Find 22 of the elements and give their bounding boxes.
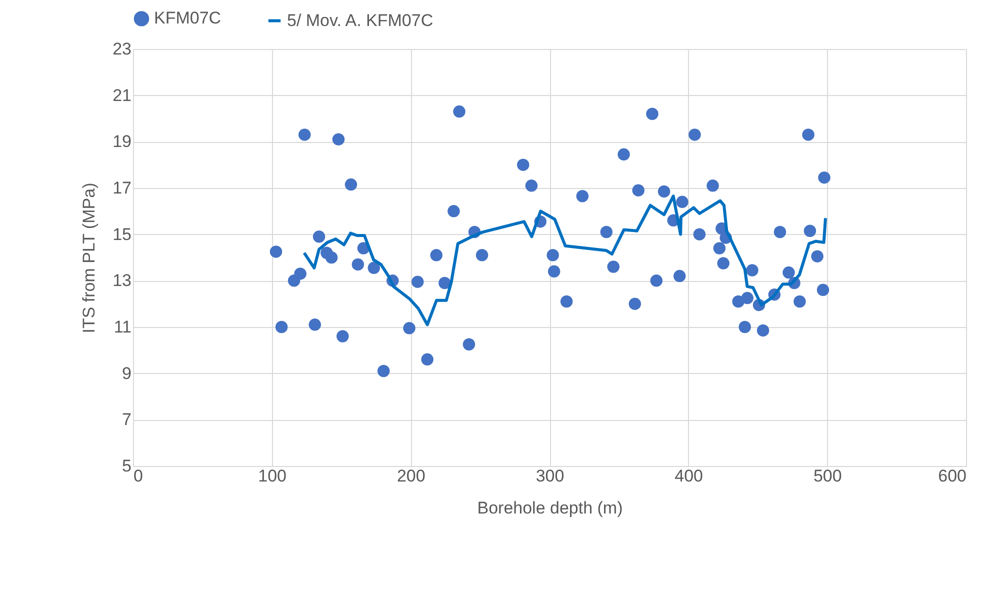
- y-tick-label: 17: [112, 178, 132, 198]
- y-tick-label: 9: [122, 364, 132, 383]
- y-axis-title: ITS from PLT (MPa): [80, 182, 99, 334]
- y-tick-label: 19: [112, 132, 132, 152]
- x-tick-label: 400: [674, 466, 704, 486]
- x-tick-label: 500: [813, 466, 842, 486]
- y-tick-label: 23: [112, 40, 132, 58]
- legend-label: KFM07C: [154, 8, 222, 28]
- y-tick-label: 5: [122, 456, 132, 476]
- y-tick-label: 7: [122, 410, 132, 430]
- x-tick-label: 300: [536, 466, 564, 486]
- legend-label: 5/ Mov. A. KFM07C: [287, 10, 434, 30]
- y-tick-label: 15: [112, 224, 132, 244]
- x-tick-label: 0: [134, 466, 143, 486]
- x-axis-title: Borehole depth (m): [477, 498, 623, 518]
- x-tick-label: 200: [396, 466, 426, 486]
- line-series: [302, 194, 827, 326]
- x-tick-label: 100: [258, 466, 287, 486]
- y-tick-label: 11: [114, 318, 132, 336]
- y-tick-label: 21: [112, 86, 132, 105]
- x-tick-label: 600: [938, 466, 966, 486]
- y-tick-label: 13: [112, 271, 132, 290]
